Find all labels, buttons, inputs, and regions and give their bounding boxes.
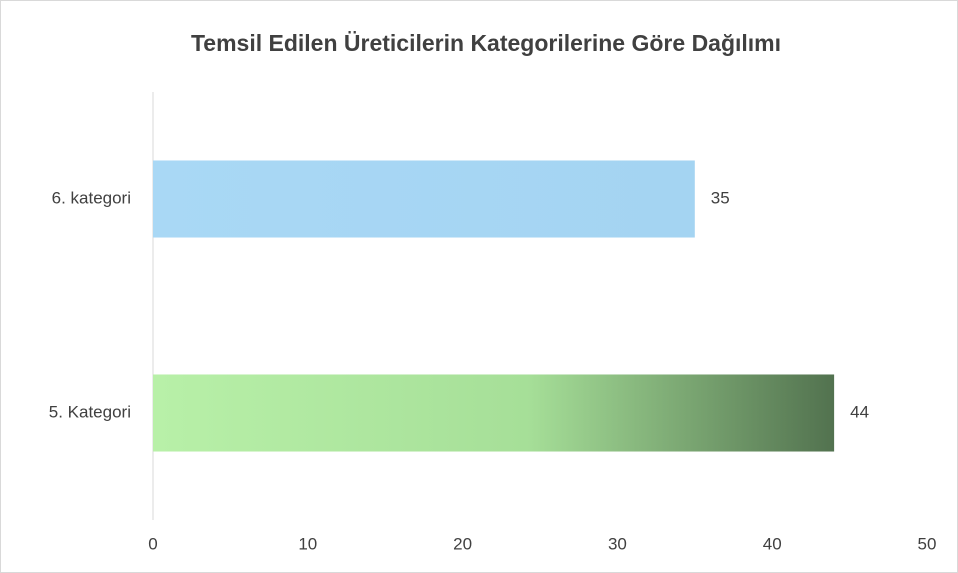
bar <box>153 374 834 451</box>
x-tick-label: 10 <box>298 534 317 553</box>
chart: Temsil Edilen Üreticilerin Kategorilerin… <box>0 0 958 573</box>
x-tick-label: 30 <box>608 534 627 553</box>
y-tick-label: 5. Kategori <box>49 402 131 421</box>
data-label: 35 <box>711 188 730 207</box>
x-tick-label: 0 <box>148 534 157 553</box>
x-tick-label: 40 <box>763 534 782 553</box>
y-tick-label: 6. kategori <box>52 188 131 207</box>
chart-frame <box>1 1 958 573</box>
data-label: 44 <box>850 402 869 421</box>
x-tick-label: 20 <box>453 534 472 553</box>
x-tick-label: 50 <box>918 534 937 553</box>
bar <box>153 160 695 237</box>
chart-title: Temsil Edilen Üreticilerin Kategorilerin… <box>191 30 781 56</box>
